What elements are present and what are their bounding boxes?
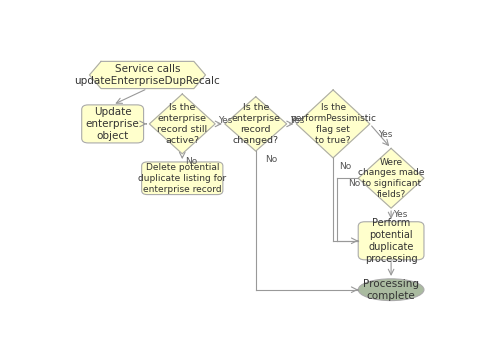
Text: No: No — [348, 179, 361, 189]
Text: Update
enterprise
object: Update enterprise object — [86, 107, 140, 141]
Text: Delete potential
duplicate listing for
enterprise record: Delete potential duplicate listing for e… — [138, 163, 227, 193]
Text: Yes: Yes — [290, 116, 305, 125]
Polygon shape — [296, 90, 370, 158]
Polygon shape — [89, 61, 206, 89]
FancyBboxPatch shape — [142, 162, 223, 195]
Text: Yes: Yes — [378, 130, 393, 139]
Text: Were
changes made
to significant
fields?: Were changes made to significant fields? — [358, 158, 424, 199]
Polygon shape — [225, 97, 286, 151]
Text: No: No — [265, 155, 277, 164]
FancyBboxPatch shape — [82, 105, 144, 143]
FancyBboxPatch shape — [358, 222, 424, 260]
Text: Perform
potential
duplicate
processing: Perform potential duplicate processing — [365, 218, 417, 264]
Text: Is the
enterprise
record still
active?: Is the enterprise record still active? — [157, 103, 207, 144]
Text: Is the
enterprise
record
changed?: Is the enterprise record changed? — [231, 103, 280, 144]
Text: Service calls
updateEnterpriseDupRecalc: Service calls updateEnterpriseDupRecalc — [74, 64, 221, 86]
Text: No: No — [339, 162, 351, 171]
Text: Yes: Yes — [218, 116, 232, 125]
Text: Yes: Yes — [394, 210, 408, 220]
Polygon shape — [149, 94, 215, 154]
Polygon shape — [358, 148, 424, 208]
Text: Is the
performPessimistic
flag set
to true?: Is the performPessimistic flag set to tr… — [290, 103, 376, 144]
Text: No: No — [185, 157, 197, 167]
Text: Processing
complete: Processing complete — [363, 279, 419, 301]
Ellipse shape — [358, 279, 424, 301]
